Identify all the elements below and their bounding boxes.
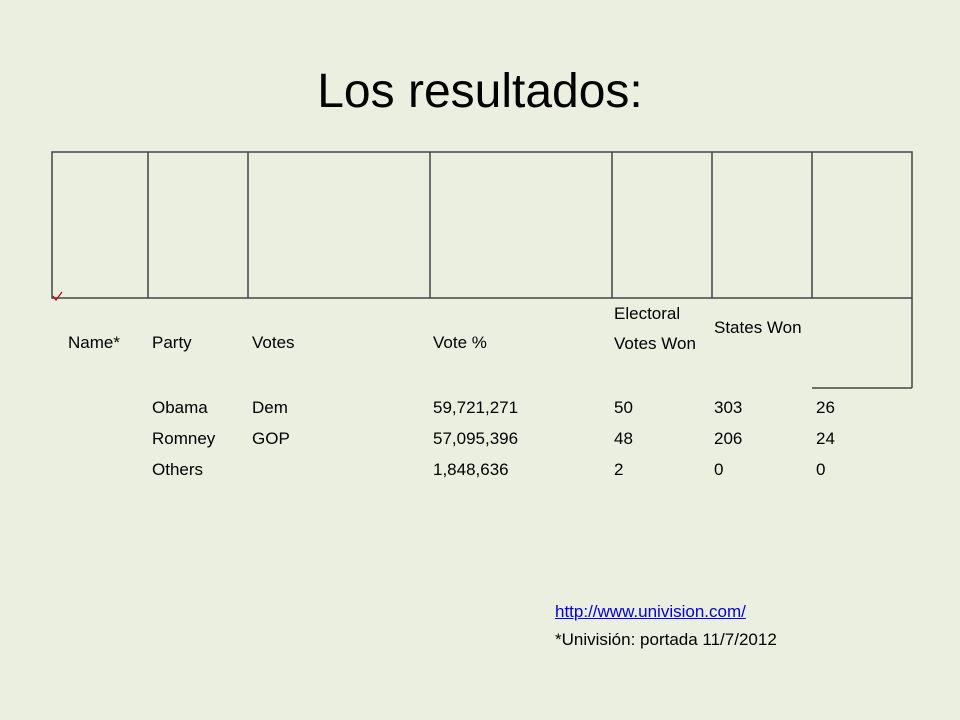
table-cell: 50 (614, 398, 633, 417)
table-cell: 0 (714, 460, 724, 479)
header-cell: Party (152, 333, 192, 352)
table-cell: 48 (614, 429, 633, 448)
table-cell: 206 (714, 429, 743, 448)
table-cell: Romney (152, 429, 216, 448)
table-cell: 24 (816, 429, 835, 448)
table-cell: 57,095,396 (433, 429, 519, 448)
table-cell: Obama (152, 398, 208, 417)
header-cell: States Won (714, 318, 802, 337)
source-link-wrap: http://www.univision.com/ (555, 597, 746, 627)
source-link[interactable]: http://www.univision.com/ (555, 602, 746, 621)
table-cell: 59,721,271 (433, 398, 519, 417)
header-cell: Name* (68, 333, 120, 352)
table-cell: 0 (816, 460, 826, 479)
source-note: *Univisión: portada 11/7/2012 (555, 630, 777, 649)
header-cell: Votes (252, 333, 295, 352)
check-mark (52, 291, 63, 301)
table-cell: Dem (252, 398, 288, 417)
table-cell: 26 (816, 398, 835, 417)
table-cell: 303 (714, 398, 743, 417)
header-cell: Electoral Votes Won (614, 304, 696, 353)
table-cell: 1,848,636 (433, 460, 509, 479)
table-cell: GOP (252, 429, 290, 448)
table-cell: Others (152, 460, 204, 479)
table-cell: 2 (614, 460, 624, 479)
slide-title: Los resultados: (317, 65, 643, 118)
header-cell: Vote % (433, 333, 487, 352)
